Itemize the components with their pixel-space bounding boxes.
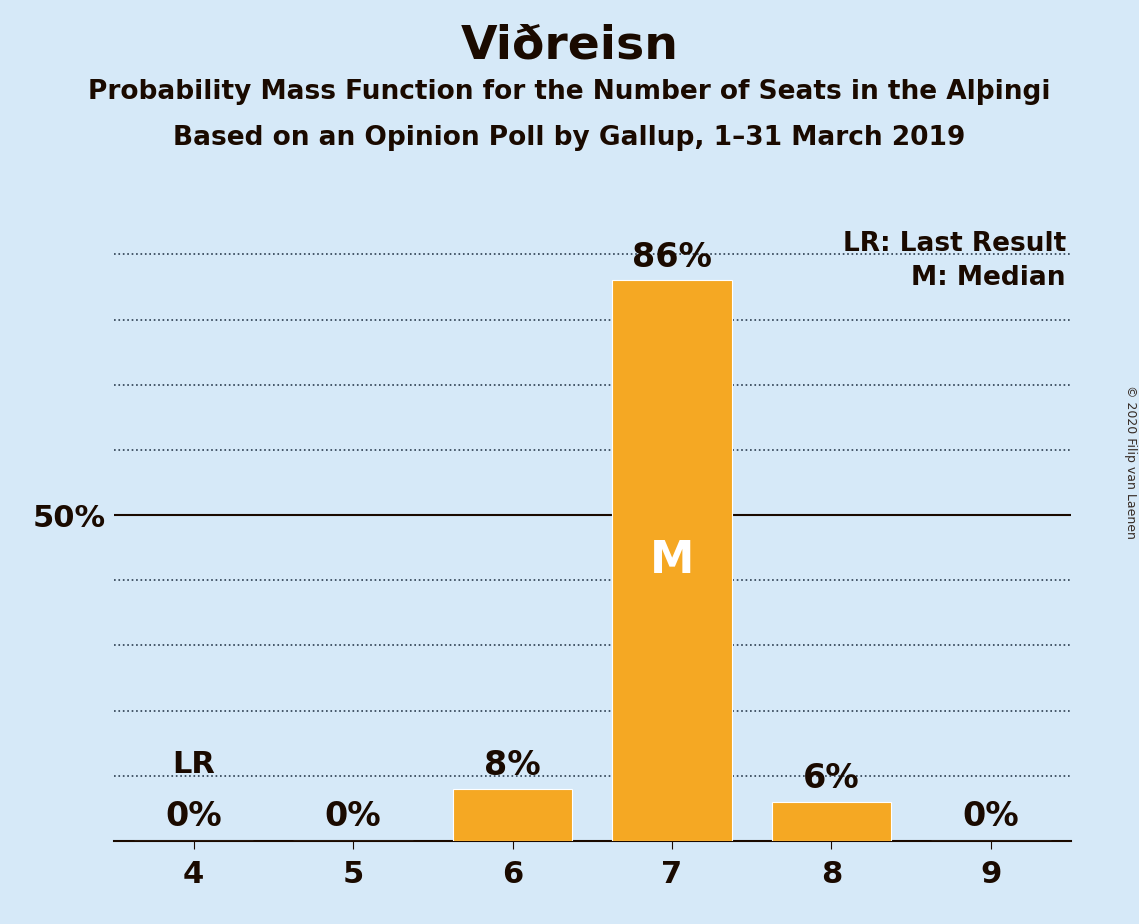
- Text: 6%: 6%: [803, 762, 860, 796]
- Text: 86%: 86%: [632, 241, 712, 274]
- Text: Viðreisn: Viðreisn: [460, 23, 679, 68]
- Bar: [613, 280, 731, 841]
- Text: 0%: 0%: [325, 800, 382, 833]
- Text: 8%: 8%: [484, 749, 541, 783]
- Text: LR: LR: [172, 750, 215, 779]
- Text: 0%: 0%: [962, 800, 1019, 833]
- Text: M: Median: M: Median: [911, 265, 1066, 291]
- Text: Based on an Opinion Poll by Gallup, 1–31 March 2019: Based on an Opinion Poll by Gallup, 1–31…: [173, 125, 966, 151]
- Bar: [772, 802, 892, 841]
- Text: © 2020 Filip van Laenen: © 2020 Filip van Laenen: [1124, 385, 1137, 539]
- Bar: [452, 789, 572, 841]
- Text: 0%: 0%: [165, 800, 222, 833]
- Text: Probability Mass Function for the Number of Seats in the Alþingi: Probability Mass Function for the Number…: [88, 79, 1051, 104]
- Text: LR: Last Result: LR: Last Result: [843, 231, 1066, 257]
- Text: M: M: [650, 539, 694, 582]
